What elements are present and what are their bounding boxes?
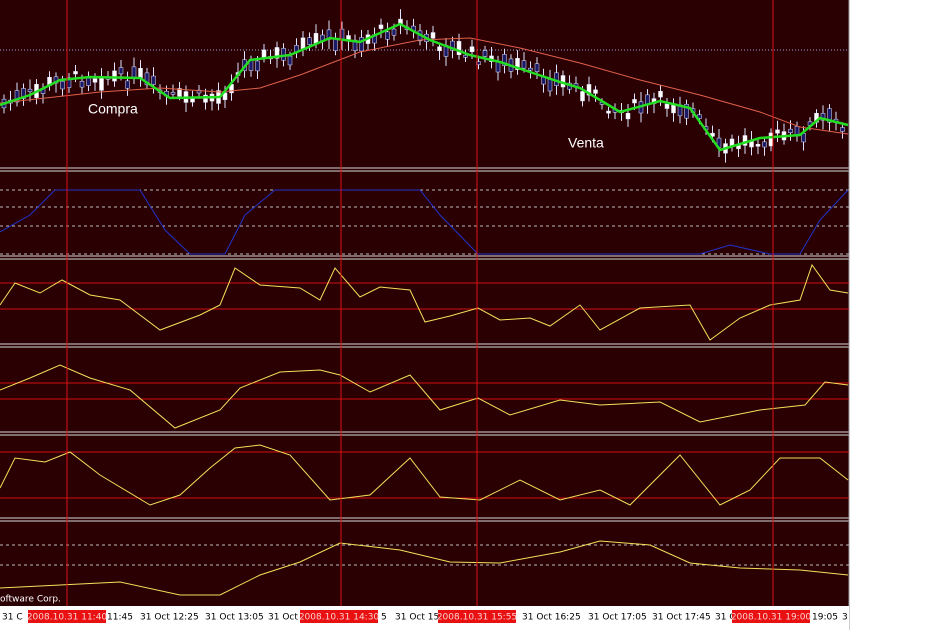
level-lines (0, 49, 849, 566)
indicator-line (0, 540, 849, 596)
candle-body (456, 41, 462, 56)
candle-body (430, 32, 436, 39)
candle-body (255, 60, 260, 72)
time-label: 3 (842, 613, 848, 623)
fast-average (0, 22, 849, 152)
candle-body (463, 54, 468, 58)
candle-body (742, 135, 748, 146)
candle-body (92, 78, 98, 83)
candle-body (482, 50, 488, 57)
candle-body (768, 132, 774, 147)
candle-body (521, 60, 527, 69)
candle-body (274, 47, 280, 59)
panel-separators (0, 0, 850, 630)
candle-body (378, 24, 384, 29)
candle-body (112, 70, 117, 82)
cursor-time-label: 2008.10.31 19:00 (731, 613, 812, 623)
candle-body (495, 61, 501, 73)
candle-body (359, 37, 364, 52)
cursor-time-label: 2008.10.31 14:30 (299, 613, 380, 623)
candle-body (307, 37, 312, 45)
candle-body (820, 113, 826, 121)
candle-body (79, 80, 85, 88)
candle-body (118, 67, 124, 75)
time-label: 11:45 (107, 613, 133, 623)
candle-body (606, 110, 611, 114)
time-label: 31 Oct 1 (268, 613, 306, 623)
candle-body (287, 55, 293, 66)
indicator-line (0, 189, 849, 255)
slow-average (0, 37, 849, 135)
candle-body (60, 81, 65, 90)
candle-body (593, 89, 598, 94)
cursor-lines (66, 0, 774, 606)
candle-body (99, 76, 104, 91)
candle-body (580, 91, 585, 102)
candle-body (333, 38, 338, 52)
cursor-time-box (28, 610, 106, 623)
cursor-time-box (732, 610, 810, 623)
cursor-time-label: 2008.10.31 11:40 (27, 613, 108, 623)
cursor-time-label: 2008.10.31 15:55 (437, 613, 517, 623)
candle-body (840, 127, 845, 132)
candle-body (775, 129, 780, 134)
time-label: 19:05 (812, 613, 838, 623)
cursor-time-box (438, 610, 516, 623)
candle-body (151, 75, 156, 85)
candle-body (762, 141, 767, 148)
candle-body (144, 72, 150, 86)
candle-body (469, 46, 475, 53)
time-label: 31 Oct 15 (395, 613, 439, 623)
chart-background (0, 0, 849, 606)
candle-body (827, 108, 832, 123)
candle-body (437, 46, 442, 52)
time-label: 5 (381, 613, 387, 623)
candle-body (203, 94, 208, 103)
candle-body (391, 28, 397, 36)
candle-body (534, 63, 540, 72)
candle-body (658, 90, 663, 98)
candle-body (170, 91, 176, 95)
candle-body (27, 88, 33, 93)
time-label: 31 C (715, 613, 736, 623)
time-label: 31 Oct 13:05 (205, 613, 264, 623)
candle-body (177, 88, 182, 97)
candle-body (385, 31, 390, 40)
candle-body (664, 103, 670, 109)
candle-body (515, 58, 520, 70)
candle-body (502, 54, 507, 66)
candle-body (21, 88, 26, 99)
time-label: 31 C (2, 613, 23, 623)
footer-text: oftware Corp. (0, 595, 61, 605)
candle-body (684, 104, 689, 119)
candle-body (788, 128, 793, 134)
time-label: 31 Oct 17:05 (588, 613, 647, 623)
candle-body (547, 79, 553, 92)
annotation: Compra (88, 101, 138, 117)
annotation: Venta (568, 135, 604, 151)
candle-body (86, 77, 91, 86)
time-label: 31 Oct 12:25 (140, 613, 199, 623)
indicator-line (0, 263, 849, 341)
candle-body (586, 84, 592, 96)
indicator-line (0, 364, 849, 429)
candle-body (632, 99, 637, 104)
time-axis-labels: 31 C 11:45 31 Oct 12:25 31 Oct 13:05 31 Oct … (2, 610, 848, 623)
cursor-time-box (300, 610, 378, 623)
candle-body (528, 67, 533, 71)
candle-body (14, 90, 20, 103)
candle-body (300, 37, 306, 50)
time-label: 31 Oct 16:25 (522, 613, 581, 623)
candle-body (281, 48, 286, 61)
candle-body (450, 40, 455, 51)
candle-body (125, 80, 130, 89)
candle-body (755, 144, 761, 147)
indicator-line (0, 444, 849, 506)
time-label: 31 Oct 17:45 (652, 613, 711, 623)
time-axis (0, 606, 849, 630)
candle-body (73, 71, 78, 75)
candle-body (625, 113, 631, 120)
